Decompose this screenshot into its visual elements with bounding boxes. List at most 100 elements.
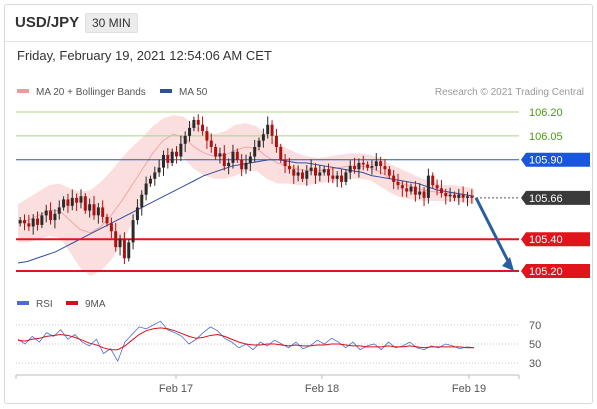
candle-body: [201, 124, 205, 132]
candle-body: [144, 183, 148, 195]
candle-body: [92, 204, 96, 216]
candle-body: [23, 220, 27, 224]
level-label-106.20: 106.20: [529, 107, 563, 119]
candle-body: [209, 140, 213, 147]
candle-body: [279, 146, 283, 160]
level-label-105.40: 105.40: [529, 234, 563, 246]
candle-body: [335, 175, 339, 179]
candle-body: [118, 239, 122, 248]
candle-body: [49, 210, 53, 221]
rsi-line: [17, 320, 475, 363]
candle-body: [435, 185, 439, 189]
candle-body: [205, 131, 209, 141]
candle-body: [31, 218, 35, 227]
candle-body: [62, 199, 66, 208]
candle-body: [27, 223, 31, 227]
candle-body: [357, 162, 361, 170]
candle-body: [192, 119, 196, 128]
candle-body: [166, 154, 170, 163]
price-chart: 106.20 106.05 105.90 105.66 105.40 105.20: [16, 107, 590, 278]
candle-body: [188, 127, 192, 136]
candle-body: [114, 231, 118, 248]
candle-body: [227, 162, 231, 167]
timestamp: Friday, February 19, 2021 12:54:06 AM CE…: [17, 48, 272, 63]
candle-body: [248, 156, 252, 163]
candle-body: [444, 193, 448, 197]
candle-body: [231, 151, 235, 163]
candle-body: [57, 207, 61, 214]
candle-body: [422, 191, 426, 198]
level-label-105.66: 105.66: [529, 193, 563, 205]
candle-body: [101, 207, 105, 217]
candle-body: [409, 186, 413, 192]
candle-body: [331, 175, 335, 179]
candle-body: [296, 172, 300, 176]
candle-body: [135, 207, 139, 221]
candle-body: [214, 146, 218, 157]
bollinger-band: [18, 115, 474, 276]
level-tag-105.40: [521, 232, 590, 247]
rsi-ma-legend-label: 9MA: [85, 299, 106, 310]
candle-body: [175, 151, 179, 157]
rsi-ma-line: [17, 327, 474, 351]
candle-body: [96, 207, 100, 216]
candle-body: [396, 181, 400, 186]
candle-body: [222, 153, 226, 167]
rsi-tick-label: 70: [529, 320, 541, 332]
candle-body: [418, 191, 422, 195]
candle-body: [105, 216, 109, 224]
level-label-105.20: 105.20: [529, 266, 563, 278]
candle-body: [361, 162, 365, 165]
candle-body: [300, 172, 304, 179]
candle-body: [374, 161, 378, 167]
candle-body: [327, 169, 331, 176]
candle-body: [109, 223, 113, 232]
timeframe-badge[interactable]: 30 MIN: [85, 13, 138, 33]
x-tick-label: Feb 17: [159, 383, 193, 395]
candle-body: [383, 166, 387, 170]
candle-body: [235, 151, 239, 160]
candle-body: [75, 197, 79, 203]
candle-body: [83, 196, 87, 211]
level-tag-105.20: [521, 264, 590, 278]
candle-body: [161, 154, 165, 168]
candle-body: [309, 167, 313, 171]
forecast-arrow: [474, 197, 512, 266]
candle-body: [426, 175, 430, 198]
bb-legend-label: MA 20 + Bollinger Bands: [36, 87, 146, 98]
candle-body: [465, 196, 469, 198]
level-tag-105.66: [521, 190, 590, 205]
candle-body: [257, 140, 261, 147]
candle-body: [170, 151, 174, 163]
candle-body: [140, 194, 144, 208]
candle-body: [305, 170, 309, 179]
candle-body: [240, 159, 244, 170]
x-tick-label: Feb 19: [452, 383, 486, 395]
rsi-tick-label: 30: [529, 358, 541, 370]
candle-body: [379, 161, 383, 167]
candle-body: [370, 166, 374, 168]
level-tag-105.90: [521, 152, 590, 167]
candle-body: [153, 172, 157, 179]
candle-body: [431, 175, 435, 186]
candle-body: [79, 196, 83, 203]
candle-body: [439, 188, 443, 194]
candle-body: [131, 220, 135, 243]
candle-body: [313, 167, 317, 176]
candle-body: [148, 178, 152, 184]
candle-body: [18, 220, 22, 224]
candle-body: [457, 194, 461, 198]
rsi-chart: 70 50 30: [16, 320, 541, 370]
candle-body: [53, 213, 57, 221]
candle-body: [66, 199, 70, 206]
candle-body: [340, 175, 344, 182]
chart-header: USD/JPY 30 MIN: [5, 5, 592, 42]
candle-body: [470, 196, 474, 198]
candle-body: [266, 124, 270, 135]
candle-body: [318, 172, 322, 176]
bb-legend-swatch: [17, 89, 29, 93]
candle-body: [244, 162, 248, 170]
candle-body: [88, 204, 92, 211]
candle-body: [36, 218, 40, 225]
